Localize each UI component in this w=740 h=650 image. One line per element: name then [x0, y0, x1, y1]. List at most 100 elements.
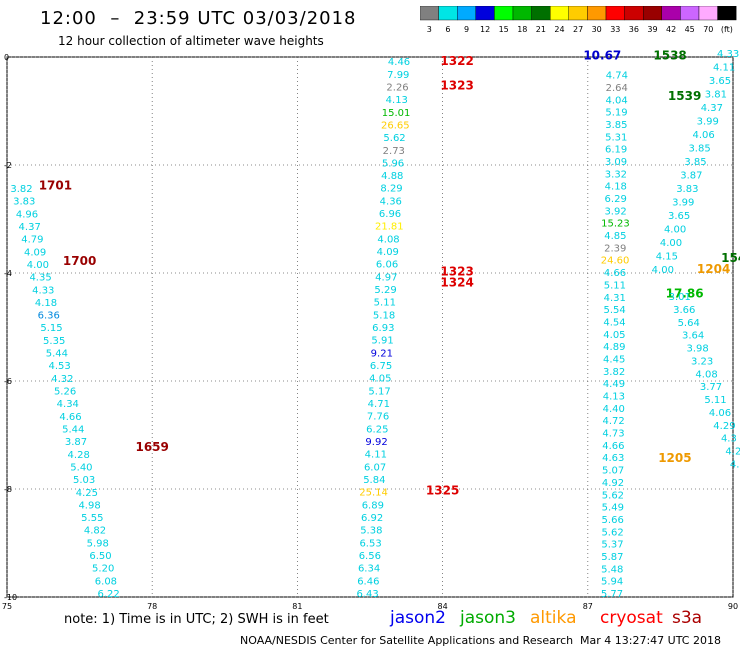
wave-height-value: 3.87 [65, 437, 87, 448]
wave-height-value: 4.33 [32, 285, 54, 296]
colorbar-label: 70 [703, 25, 713, 34]
wave-height-value: 6.19 [605, 145, 627, 156]
x-tick-label: 75 [2, 602, 12, 611]
wave-height-value: 5.64 [678, 318, 700, 329]
wave-height-value: 4.33 [717, 49, 739, 60]
wave-height-value: 6.22 [98, 589, 120, 600]
colorbar-label: 36 [629, 25, 639, 34]
wave-height-value: 6.46 [357, 576, 379, 587]
footnote: note: 1) Time is in UTC; 2) SWH is in fe… [64, 612, 329, 627]
time-label: 1539 [668, 89, 701, 103]
wave-height-value: 4.11 [713, 63, 735, 74]
wave-height-value: 3.92 [604, 206, 626, 217]
wave-height-value: 4.05 [603, 330, 625, 341]
y-tick-label: 0 [4, 53, 9, 62]
x-tick-label: 87 [583, 602, 593, 611]
wave-height-value: 3.32 [605, 169, 627, 180]
wave-height-value: 3.98 [686, 344, 708, 355]
wave-height-value: 4.96 [16, 209, 38, 220]
wave-height-value: 4.05 [369, 374, 391, 385]
x-tick-label: 90 [728, 602, 738, 611]
time-label: 1700 [63, 254, 96, 268]
wave-height-value: 4.35 [29, 273, 51, 284]
wave-height-value: 5.35 [43, 336, 65, 347]
wave-height-value: 2.64 [606, 83, 628, 94]
y-tick-label: -4 [4, 269, 12, 278]
colorbar-label: (ft) [721, 25, 733, 34]
wave-height-value: 5.44 [62, 424, 84, 435]
wave-height-value: 4.1 [730, 459, 740, 470]
wave-height-value: 6.93 [372, 323, 394, 334]
wave-height-value: 5.11 [704, 395, 726, 406]
wave-height-value: 4.00 [664, 225, 686, 236]
legend-cryosat: cryosat [600, 608, 663, 628]
wave-height-value: 4.63 [602, 453, 624, 464]
wave-height-value: 4.13 [386, 95, 408, 106]
wave-height-value: 2.39 [604, 243, 626, 254]
wave-height-value: 5.07 [602, 466, 624, 477]
wave-height-value: 4.31 [604, 293, 626, 304]
wave-height-value: 4.34 [57, 399, 79, 410]
wave-height-value: 4.79 [21, 235, 43, 246]
wave-height-value: 4.54 [603, 317, 625, 328]
wave-height-value: 4.92 [602, 478, 624, 489]
wave-height-value: 6.34 [358, 564, 380, 575]
colorbar-label: 27 [573, 25, 583, 34]
legend-jason3: jason3 [460, 608, 516, 628]
wave-height-value: 4.72 [602, 416, 624, 427]
wave-height-value: 4.06 [709, 408, 731, 419]
wave-height-value: 5.62 [602, 490, 624, 501]
wave-height-value: 5.77 [601, 589, 623, 600]
wave-height-value: 5.44 [46, 349, 68, 360]
wave-height-value: 15.23 [601, 219, 630, 230]
wave-height-value: 4.49 [603, 379, 625, 390]
wave-height-value: 2.26 [386, 82, 408, 93]
wave-height-value: 5.66 [602, 515, 624, 526]
wave-height-value: 4.00 [27, 260, 49, 271]
wave-height-value: 4.2 [725, 447, 740, 458]
time-label: 17.86 [666, 286, 704, 300]
wave-height-value: 25.14 [359, 488, 388, 499]
time-label: 1323 [440, 78, 473, 92]
wave-height-value: 4.88 [381, 171, 403, 182]
wave-height-value: 3.83 [676, 184, 698, 195]
wave-height-value: 4.82 [84, 526, 106, 537]
wave-height-value: 3.81 [705, 90, 727, 101]
wave-height-value: 5.20 [92, 564, 114, 575]
wave-height-value: 5.94 [601, 577, 623, 588]
x-tick-label: 81 [292, 602, 302, 611]
wave-height-value: 9.92 [365, 437, 387, 448]
colorbar-label: 18 [517, 25, 527, 34]
wave-height-value: 5.91 [371, 336, 393, 347]
wave-height-value: 4.37 [701, 103, 723, 114]
colorbar-label: 39 [647, 25, 657, 34]
wave-height-value: 4.28 [68, 450, 90, 461]
time-label: 1323 [440, 265, 473, 279]
wave-height-value: 6.96 [379, 209, 401, 220]
legend-altika: altika [530, 608, 577, 628]
wave-height-value: 15.01 [382, 108, 411, 119]
map-subtitle: 12 hour collection of altimeter wave hei… [58, 34, 324, 48]
wave-height-value: 5.37 [601, 540, 623, 551]
wave-height-value: 3.85 [688, 144, 710, 155]
wave-height-value: 5.49 [602, 503, 624, 514]
wave-height-value: 4.66 [604, 268, 626, 279]
wave-height-value: 5.38 [360, 526, 382, 537]
wave-height-value: 4.15 [656, 252, 678, 263]
x-tick-label: 84 [438, 602, 448, 611]
wave-height-value: 4.09 [24, 247, 46, 258]
wave-height-value: 4.25 [76, 488, 98, 499]
colorbar-label: 42 [666, 25, 676, 34]
wave-height-value: 4.32 [51, 374, 73, 385]
wave-height-value: 5.98 [87, 538, 109, 549]
wave-height-value: 4.89 [603, 342, 625, 353]
wave-height-value: 4.46 [388, 57, 410, 68]
wave-height-value: 4.00 [660, 238, 682, 249]
wave-height-value: 6.50 [89, 551, 111, 562]
wave-height-value: 3.01 [669, 292, 691, 303]
wave-height-value: 4.74 [606, 71, 628, 82]
wave-height-value: 5.11 [604, 280, 626, 291]
wave-height-value: 5.48 [601, 564, 623, 575]
time-label: 1540 [721, 251, 740, 265]
